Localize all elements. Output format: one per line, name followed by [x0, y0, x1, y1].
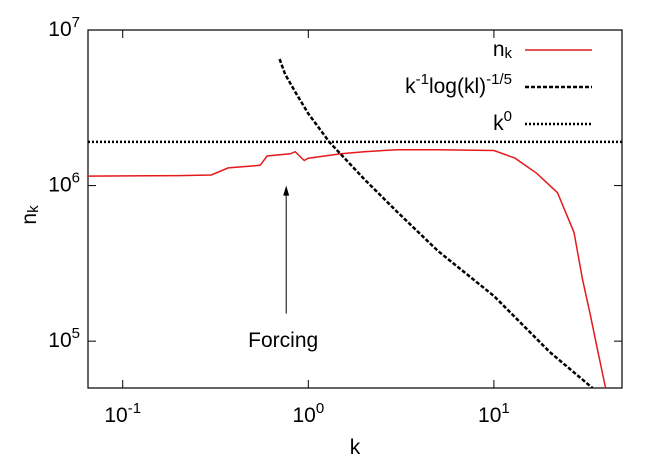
x-tick-label: 100 [292, 400, 324, 426]
legend-label: nk [493, 38, 513, 63]
plot-frame [87, 29, 623, 389]
series-line [88, 148, 607, 388]
y-tick-label: 106 [48, 170, 80, 196]
y-tick-label: 105 [48, 325, 80, 351]
annotation: Forcing [248, 329, 318, 352]
series-line [278, 58, 594, 388]
annotation-arrowhead [283, 185, 290, 196]
x-tick-label: 10-1 [104, 400, 141, 426]
x-axis-label: k [350, 436, 361, 459]
y-axis-label: nk [18, 205, 43, 225]
legend-label: k0 [493, 108, 512, 134]
y-tick-label: 107 [48, 14, 80, 40]
legend-label: k-1log(kl)-1/5 [405, 71, 512, 97]
x-tick-label: 101 [478, 400, 510, 426]
